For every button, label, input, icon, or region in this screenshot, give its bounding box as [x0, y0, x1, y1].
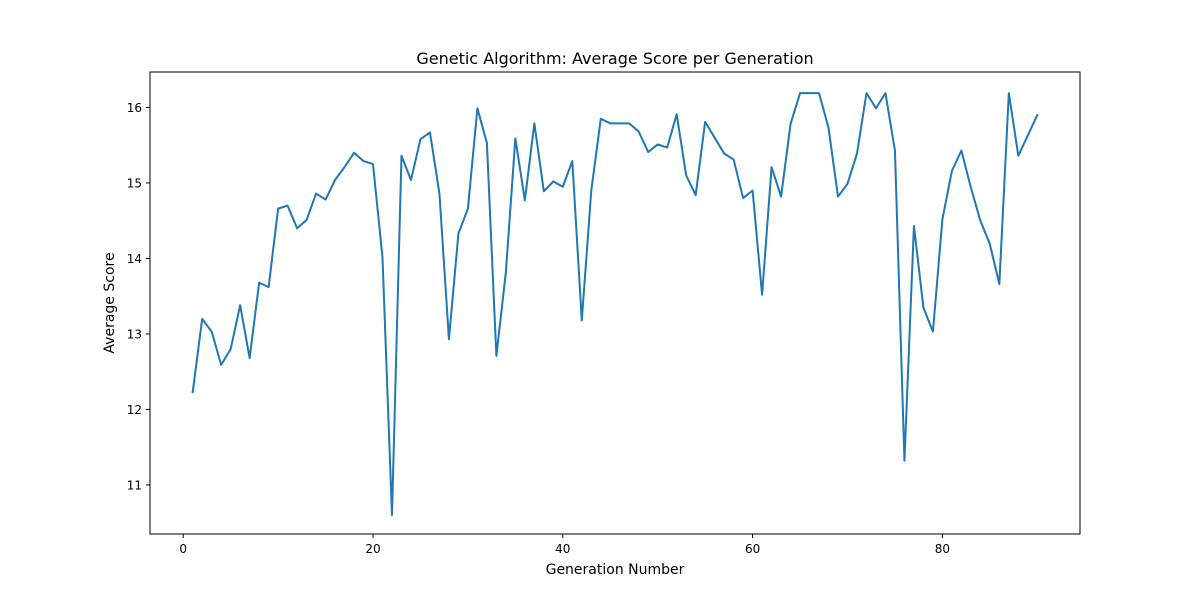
y-axis-label: Average Score: [102, 252, 118, 353]
y-tick-label: 14: [127, 252, 142, 266]
y-tick-label: 11: [127, 478, 142, 492]
x-tick-label: 40: [555, 542, 570, 556]
x-tick-label: 60: [745, 542, 760, 556]
y-tick-label: 13: [127, 327, 142, 341]
x-axis: 0 20 40 60 80: [179, 534, 950, 556]
x-tick-label: 80: [935, 542, 950, 556]
plot-frame: [149, 71, 1081, 535]
chart-title: Genetic Algorithm: Average Score per Gen…: [416, 49, 813, 68]
series-line-0: [191, 92, 1039, 517]
y-tick-label: 12: [127, 403, 142, 417]
plot-area: [149, 71, 1081, 535]
x-axis-label: Generation Number: [546, 562, 685, 578]
series-layer: [191, 92, 1039, 517]
y-tick-label: 16: [127, 101, 142, 115]
y-axis: 11 12 13 14 15 16: [127, 101, 150, 492]
x-tick-label: 20: [365, 542, 380, 556]
x-tick-label: 0: [179, 542, 187, 556]
y-tick-label: 15: [127, 176, 142, 190]
